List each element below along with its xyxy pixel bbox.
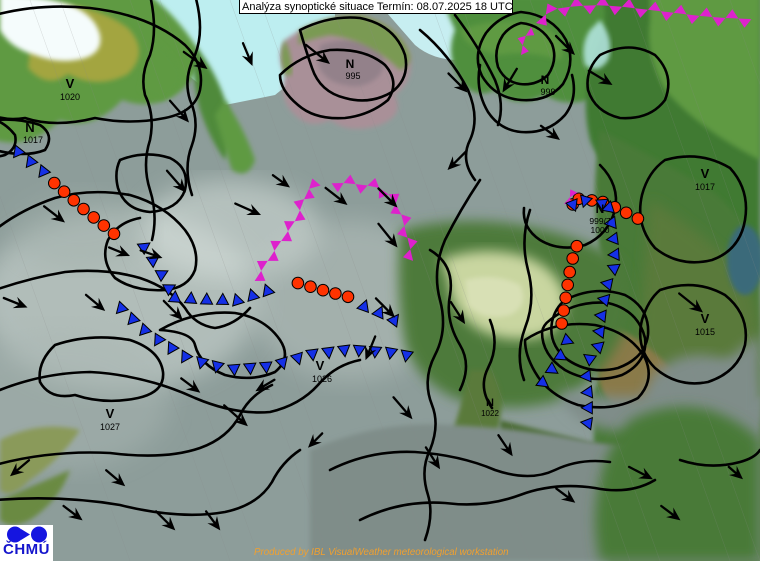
svg-text:N: N bbox=[486, 397, 494, 409]
svg-text:1027: 1027 bbox=[100, 422, 120, 432]
svg-text:N: N bbox=[596, 202, 605, 216]
svg-text:1020: 1020 bbox=[60, 92, 80, 102]
svg-text:V: V bbox=[316, 358, 325, 373]
svg-text:N: N bbox=[25, 120, 34, 135]
svg-text:N: N bbox=[346, 57, 355, 71]
svg-text:V: V bbox=[106, 406, 115, 421]
svg-text:1000: 1000 bbox=[591, 225, 610, 235]
svg-text:995: 995 bbox=[345, 71, 360, 81]
svg-text:1017: 1017 bbox=[23, 135, 43, 145]
svg-text:1017: 1017 bbox=[695, 182, 715, 192]
svg-text:V: V bbox=[701, 166, 710, 181]
svg-text:V: V bbox=[66, 76, 75, 91]
svg-text:1015: 1015 bbox=[695, 327, 715, 337]
svg-text:999: 999 bbox=[540, 87, 555, 97]
svg-text:1022: 1022 bbox=[481, 409, 499, 418]
svg-text:V: V bbox=[701, 311, 710, 326]
svg-text:N: N bbox=[541, 73, 550, 87]
svg-text:1026: 1026 bbox=[312, 374, 332, 384]
